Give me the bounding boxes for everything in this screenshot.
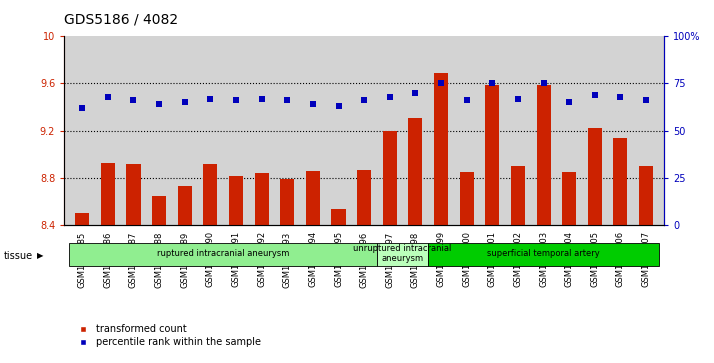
Point bbox=[461, 98, 473, 103]
Text: unruptured intracranial
aneurysm: unruptured intracranial aneurysm bbox=[353, 244, 452, 263]
Bar bbox=[588, 129, 602, 225]
Text: tissue: tissue bbox=[4, 251, 33, 261]
Bar bbox=[613, 138, 628, 225]
Point bbox=[76, 105, 88, 111]
Legend: transformed count, percentile rank within the sample: transformed count, percentile rank withi… bbox=[69, 320, 265, 351]
Bar bbox=[280, 179, 294, 225]
Point bbox=[128, 98, 139, 103]
Bar bbox=[428, 242, 659, 266]
Point bbox=[538, 81, 549, 86]
Point bbox=[281, 98, 293, 103]
Point bbox=[333, 103, 344, 109]
Point bbox=[486, 81, 498, 86]
Point bbox=[102, 94, 114, 99]
Bar bbox=[152, 196, 166, 225]
Point bbox=[358, 98, 370, 103]
Point bbox=[384, 94, 396, 99]
Bar bbox=[357, 170, 371, 225]
Bar bbox=[536, 85, 550, 225]
Point bbox=[307, 101, 318, 107]
Bar bbox=[101, 163, 115, 225]
Point bbox=[410, 90, 421, 96]
Bar bbox=[255, 173, 268, 225]
Bar bbox=[434, 73, 448, 225]
Text: ▶: ▶ bbox=[37, 252, 44, 260]
Bar bbox=[69, 242, 377, 266]
Point bbox=[615, 94, 626, 99]
Point bbox=[231, 98, 242, 103]
Point bbox=[563, 99, 575, 105]
Text: superficial temporal artery: superficial temporal artery bbox=[487, 249, 600, 258]
Bar bbox=[383, 131, 397, 225]
Bar bbox=[460, 172, 473, 225]
Point bbox=[640, 98, 652, 103]
Text: GDS5186 / 4082: GDS5186 / 4082 bbox=[64, 13, 178, 27]
Bar bbox=[203, 164, 217, 225]
Bar bbox=[331, 209, 346, 225]
Bar bbox=[178, 186, 192, 225]
Bar bbox=[639, 166, 653, 225]
Text: ruptured intracranial aneurysm: ruptured intracranial aneurysm bbox=[157, 249, 289, 258]
Point bbox=[205, 96, 216, 102]
Point bbox=[512, 96, 523, 102]
Bar bbox=[306, 171, 320, 225]
Point bbox=[436, 81, 447, 86]
Bar bbox=[126, 164, 141, 225]
Bar bbox=[408, 118, 423, 225]
Bar bbox=[377, 242, 428, 266]
Point bbox=[179, 99, 191, 105]
Bar bbox=[511, 166, 525, 225]
Point bbox=[589, 92, 600, 98]
Bar bbox=[486, 85, 499, 225]
Point bbox=[256, 96, 267, 102]
Point bbox=[154, 101, 165, 107]
Bar bbox=[229, 176, 243, 225]
Bar bbox=[562, 172, 576, 225]
Bar bbox=[75, 213, 89, 225]
